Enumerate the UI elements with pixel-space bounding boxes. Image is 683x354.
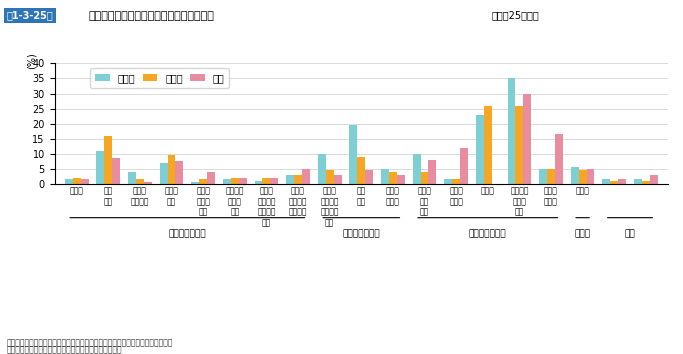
Bar <box>484 105 492 184</box>
Bar <box>128 172 136 184</box>
Bar <box>160 163 167 184</box>
Bar <box>397 175 405 184</box>
Text: （注）不登校児童数に対する回答割合（複数回答可）。: （注）不登校児童数に対する回答割合（複数回答可）。 <box>7 345 122 354</box>
Bar <box>523 93 531 184</box>
Bar <box>571 167 579 184</box>
Text: （平成25年度）: （平成25年度） <box>492 11 540 21</box>
Bar <box>444 179 452 184</box>
Bar <box>270 178 278 184</box>
Text: （出典）文部科学省「児童生徒の問題行動等生徒指導上の諸問題に関する調査」: （出典）文部科学省「児童生徒の問題行動等生徒指導上の諸問題に関する調査」 <box>7 338 173 347</box>
Bar <box>650 175 658 184</box>
Y-axis label: (%): (%) <box>26 53 36 69</box>
Bar <box>634 179 642 184</box>
Bar <box>81 179 89 184</box>
Bar <box>104 136 112 184</box>
Bar <box>579 170 587 184</box>
Bar <box>547 169 555 184</box>
Legend: 小学校, 中学校, 高校: 小学校, 中学校, 高校 <box>90 68 229 88</box>
Text: 学校に係る状況: 学校に係る状況 <box>169 230 206 239</box>
Bar <box>516 105 523 184</box>
Bar <box>413 154 421 184</box>
Bar <box>381 169 389 184</box>
Bar <box>618 179 626 184</box>
Bar <box>223 179 231 184</box>
Bar <box>365 170 373 184</box>
Bar <box>262 178 270 184</box>
Bar <box>302 169 310 184</box>
Bar <box>460 148 468 184</box>
Text: 第1-3-25図: 第1-3-25図 <box>7 11 53 21</box>
Bar <box>333 175 342 184</box>
Bar <box>65 179 72 184</box>
Bar <box>144 182 152 184</box>
Bar <box>642 181 650 184</box>
Bar <box>96 151 104 184</box>
Bar <box>611 181 618 184</box>
Text: 本人に係る状況: 本人に係る状況 <box>469 230 507 239</box>
Text: その他: その他 <box>574 230 591 239</box>
Bar <box>452 179 460 184</box>
Bar <box>507 79 516 184</box>
Text: 不明: 不明 <box>625 230 635 239</box>
Bar <box>326 170 333 184</box>
Bar <box>231 178 239 184</box>
Text: 家庭に係る状況: 家庭に係る状況 <box>342 230 380 239</box>
Bar <box>389 172 397 184</box>
Bar <box>587 169 594 184</box>
Bar <box>555 134 563 184</box>
Bar <box>421 172 428 184</box>
Bar <box>539 169 547 184</box>
Bar <box>318 154 326 184</box>
Bar <box>167 155 176 184</box>
Bar <box>476 115 484 184</box>
Bar <box>255 181 262 184</box>
Bar <box>136 179 144 184</box>
Bar <box>199 179 207 184</box>
Bar <box>176 161 184 184</box>
Bar <box>239 178 247 184</box>
Bar <box>602 179 611 184</box>
Bar <box>286 175 294 184</box>
Bar <box>191 182 199 184</box>
Bar <box>207 172 215 184</box>
Bar <box>357 157 365 184</box>
Text: 不登校になったきっかけと考えられる状況: 不登校になったきっかけと考えられる状況 <box>89 11 214 21</box>
Bar <box>294 175 302 184</box>
Bar <box>350 125 357 184</box>
Bar <box>428 160 436 184</box>
Bar <box>112 158 120 184</box>
Bar <box>72 178 81 184</box>
